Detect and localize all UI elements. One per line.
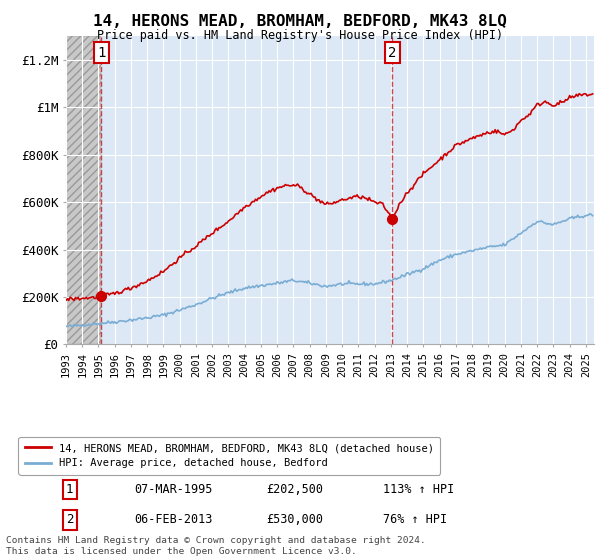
Text: 07-MAR-1995: 07-MAR-1995 xyxy=(134,483,213,496)
Legend: 14, HERONS MEAD, BROMHAM, BEDFORD, MK43 8LQ (detached house), HPI: Average price: 14, HERONS MEAD, BROMHAM, BEDFORD, MK43 … xyxy=(19,437,440,474)
Text: 2: 2 xyxy=(66,514,74,526)
Text: 2: 2 xyxy=(388,46,397,60)
Text: Contains HM Land Registry data © Crown copyright and database right 2024.
This d: Contains HM Land Registry data © Crown c… xyxy=(6,536,426,556)
Text: 1: 1 xyxy=(66,483,74,496)
Text: 76% ↑ HPI: 76% ↑ HPI xyxy=(383,514,447,526)
Text: £530,000: £530,000 xyxy=(266,514,323,526)
Text: £202,500: £202,500 xyxy=(266,483,323,496)
Text: 1: 1 xyxy=(97,46,106,60)
Bar xyxy=(66,36,101,344)
Text: 14, HERONS MEAD, BROMHAM, BEDFORD, MK43 8LQ: 14, HERONS MEAD, BROMHAM, BEDFORD, MK43 … xyxy=(93,14,507,29)
Text: Price paid vs. HM Land Registry's House Price Index (HPI): Price paid vs. HM Land Registry's House … xyxy=(97,29,503,42)
Text: 06-FEB-2013: 06-FEB-2013 xyxy=(134,514,213,526)
Text: 113% ↑ HPI: 113% ↑ HPI xyxy=(383,483,454,496)
